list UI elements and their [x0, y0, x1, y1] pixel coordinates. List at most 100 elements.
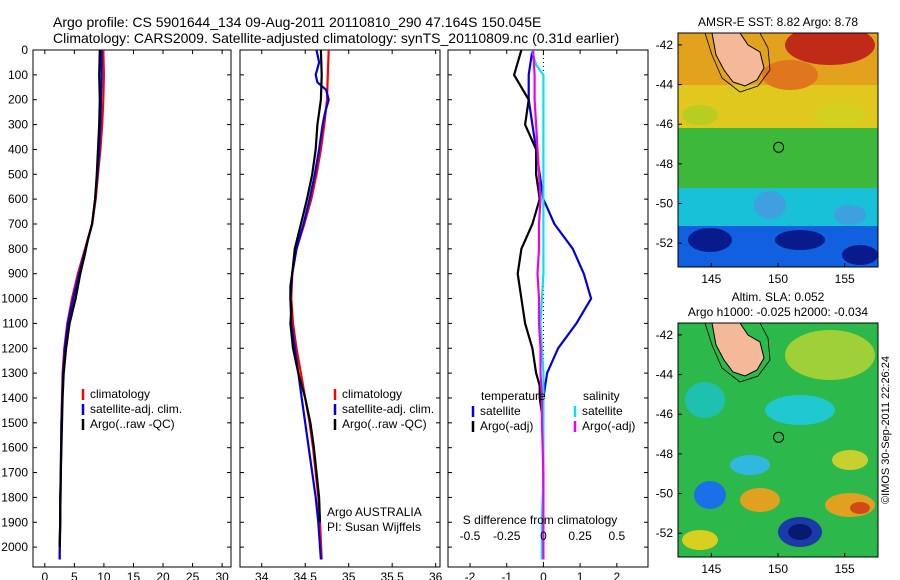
sla-cyan-2 — [765, 395, 835, 425]
series-salinity-argo-adj- — [532, 50, 545, 560]
sst-warm-patch-mid — [762, 60, 818, 90]
series-argo-raw-qc- — [289, 50, 323, 523]
temperature-ytick-label: 600 — [8, 192, 28, 206]
sla-map-ytick-label: -50 — [656, 487, 674, 501]
figure-subtitle: Climatology: CARS2009. Satellite-adjuste… — [53, 30, 619, 46]
sla-map-subtitle: Argo h1000: -0.025 h2000: -0.034 — [688, 305, 868, 319]
s-diff-tick-label: 0 — [540, 529, 547, 543]
s-diff-tick-label: -0.25 — [493, 529, 521, 543]
tasmania-landmass-2 — [711, 323, 765, 377]
s-diff-axis-label: S difference from climatology — [463, 513, 618, 527]
salinity-panel: 3434.53535.536salinityclimatologysatelli… — [239, 49, 443, 580]
figure-title: Argo profile: CS 5901644_134 09-Aug-2011… — [53, 14, 541, 30]
sla-orange-1 — [740, 488, 780, 512]
sla-blue-1 — [694, 481, 726, 509]
temperature-ytick-label: 1200 — [1, 341, 28, 355]
sst-map-xtick-label: 145 — [701, 272, 721, 286]
legend-label-1: satellite-adj. clim. — [90, 402, 182, 416]
difference-xtick-label: 2 — [613, 570, 620, 580]
diff-legend-label: Argo(-adj) — [480, 419, 533, 433]
sla-map-ytick-label: -52 — [656, 526, 674, 540]
sst-cyan-patch-2 — [834, 205, 866, 225]
sst-map-ytick-label: -42 — [656, 38, 674, 52]
temperature-xtick-label: 0 — [41, 570, 48, 580]
s-diff-tick-label: -0.5 — [460, 529, 481, 543]
temperature-ytick-label: 1900 — [1, 515, 28, 529]
sla-map-title: Altim. SLA: 0.052 — [732, 290, 825, 304]
sla-map-ytick-label: -44 — [656, 368, 674, 382]
sst-map-title: AMSR-E SST: 8.82 Argo: 8.78 — [698, 15, 858, 29]
salinity-series-group — [289, 50, 330, 560]
sst-cold-patch-1 — [688, 228, 732, 252]
temperature-frame — [32, 49, 232, 568]
temperature-xtick-label: 20 — [156, 570, 170, 580]
depth-contour-2 — [704, 323, 771, 383]
temperature-ytick-label: 1800 — [1, 490, 28, 504]
sla-dark-blue — [788, 524, 812, 540]
series-satellite-adj-clim- — [289, 50, 330, 560]
temperature-ytick-label: 2000 — [1, 540, 28, 554]
temperature-series-group — [58, 50, 106, 560]
sla-map-ytick-label: -42 — [656, 328, 674, 342]
legend-label-0: climatology — [90, 387, 150, 401]
depth-contour — [704, 33, 771, 93]
salinity-xtick-label: 36 — [429, 570, 443, 580]
difference-xtick-label: 0 — [540, 570, 547, 580]
legend-label-0: climatology — [342, 387, 402, 401]
argo-position-marker — [773, 141, 785, 153]
sla-yellow-north — [785, 330, 875, 380]
series-salinity-satellite — [530, 50, 545, 560]
pi-annotation: PI: Susan Wijffels — [327, 520, 421, 534]
difference-series-group — [512, 50, 593, 560]
temperature-ytick-label: 1400 — [1, 391, 28, 405]
temperature-ytick-label: 800 — [8, 242, 28, 256]
temperature-ytick-label: 900 — [8, 267, 28, 281]
sst-band-green — [678, 128, 878, 190]
salinity-frame — [239, 49, 441, 568]
sst-green-patch-1 — [682, 105, 718, 125]
temperature-ytick-label: 300 — [8, 118, 28, 132]
difference-xtick-label: -1 — [501, 570, 512, 580]
sla-yellow-3 — [832, 450, 868, 470]
diff-legend-label: satellite — [480, 404, 521, 418]
temperature-ytick-label: 700 — [8, 217, 28, 231]
difference-panel: -2-1012T difference from climatologytemp… — [447, 49, 649, 580]
temperature-ytick-label: 200 — [8, 93, 28, 107]
temperature-xtick-label: 5 — [71, 570, 78, 580]
sla-cyan-1 — [685, 382, 725, 418]
legend-label-1: satellite-adj. clim. — [342, 402, 434, 416]
legend-label-2: Argo(..raw -QC) — [342, 417, 427, 431]
sla-red — [850, 502, 870, 514]
diff-legend-label: Argo(-adj) — [582, 419, 635, 433]
sst-map-ytick-label: -46 — [656, 117, 674, 131]
sla-map-panel: Altim. SLA: 0.052 Argo h1000: -0.025 h20… — [656, 290, 879, 576]
temperature-xtick-label: 15 — [127, 570, 141, 580]
sla-yellow-2 — [682, 530, 718, 550]
temperature-ytick-label: 1000 — [1, 292, 28, 306]
argo-position-marker — [773, 431, 785, 443]
temperature-ytick-label: 1500 — [1, 416, 28, 430]
sst-map-panel: AMSR-E SST: 8.82 Argo: 8.78 145 150 155 -42… — [656, 15, 879, 286]
temperature-ytick-label: 1700 — [1, 466, 28, 480]
sst-cold-patch-2 — [775, 230, 825, 250]
sst-map-xtick-label: 150 — [768, 272, 788, 286]
temperature-ytick-label: 0 — [21, 43, 28, 57]
temperature-ytick-label: 1600 — [1, 441, 28, 455]
temperature-ytick-label: 500 — [8, 167, 28, 181]
temperature-xtick-label: 25 — [186, 570, 200, 580]
sst-yellow-patch — [815, 103, 865, 127]
legend-title-temperature: temperature — [481, 389, 546, 403]
difference-xtick-label: 1 — [577, 570, 584, 580]
copyright-timestamp: ©IMOS 30-Sep-2011 22:26:24 — [880, 356, 892, 504]
salinity-xtick-label: 34 — [255, 570, 269, 580]
sla-map-xtick-label: 150 — [768, 562, 788, 576]
tasmania-landmass — [711, 33, 765, 87]
temperature-panel: 0 5 10 15 20 25 300100200300400500600700800900… — [1, 43, 232, 580]
series-argo-raw-qc- — [58, 50, 101, 548]
sst-cold-patch-3 — [842, 245, 878, 265]
sst-cyan-patch-1 — [754, 191, 786, 219]
diff-legend-label: satellite — [582, 404, 623, 418]
salinity-xtick-label: 34.5 — [294, 570, 318, 580]
s-diff-tick-label: 0.5 — [608, 529, 625, 543]
temperature-ytick-label: 1100 — [2, 316, 28, 330]
